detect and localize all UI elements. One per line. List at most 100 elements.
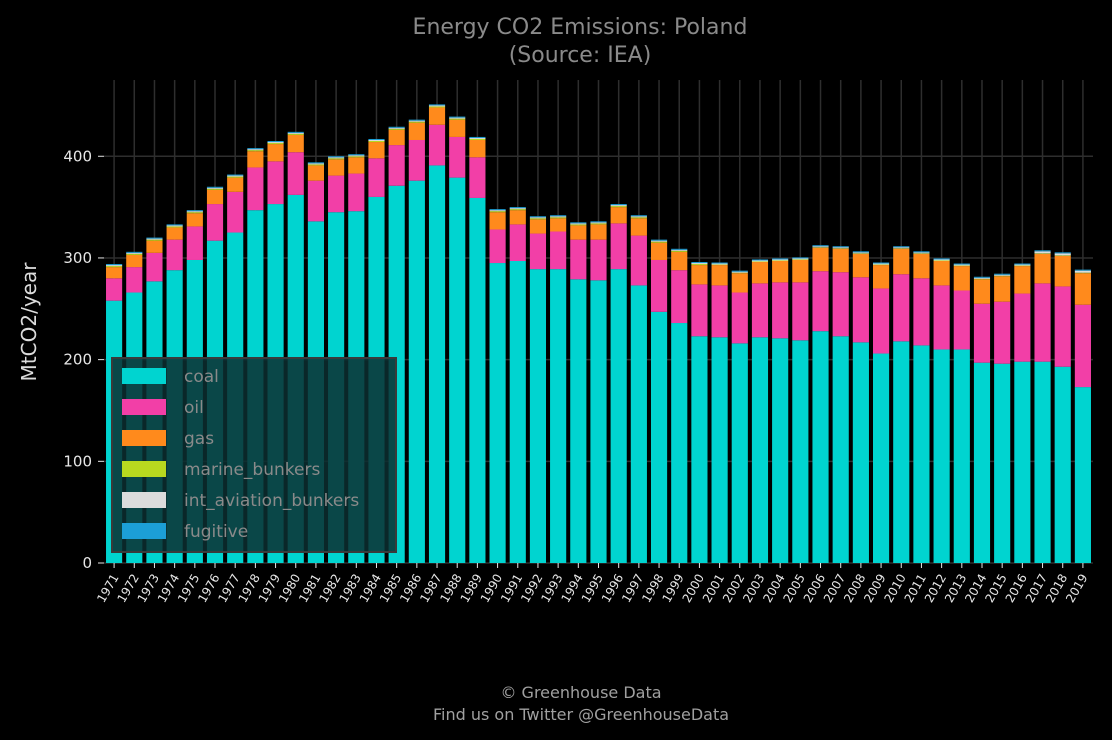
bar-coal-2008 (852, 342, 869, 563)
bar-fugitive-1988 (449, 116, 466, 118)
bar-gas-1984 (368, 142, 385, 159)
bar-coal-1994 (570, 279, 587, 563)
bar-oil-1973 (146, 252, 163, 282)
bar-gas-1975 (186, 213, 203, 227)
bar-int_aviation_bunkers-2006 (812, 246, 829, 248)
legend-swatch-int_aviation_bunkers (122, 492, 166, 508)
bar-fugitive-1989 (469, 136, 486, 138)
bar-int_aviation_bunkers-1982 (328, 157, 345, 159)
bar-coal-2012 (933, 349, 950, 563)
bar-marine_bunkers-1995 (590, 223, 607, 225)
bar-gas-2012 (933, 260, 950, 286)
bar-int_aviation_bunkers-1999 (671, 249, 688, 251)
bar-fugitive-2018 (1054, 252, 1071, 254)
bar-fugitive-1986 (408, 119, 425, 121)
bar-coal-2006 (812, 331, 829, 563)
legend-label-fugitive: fugitive (184, 522, 248, 542)
bar-marine_bunkers-1975 (186, 212, 203, 214)
bar-oil-1992 (529, 233, 547, 270)
bar-fugitive-1994 (570, 222, 587, 224)
bar-oil-1995 (590, 239, 607, 281)
bar-fugitive-1998 (650, 239, 668, 241)
bar-marine_bunkers-2019 (1074, 272, 1091, 274)
bar-gas-1977 (227, 177, 244, 192)
bar-oil-1989 (469, 157, 486, 198)
bar-fugitive-1990 (489, 209, 506, 211)
bar-coal-1989 (469, 197, 486, 564)
bar-gas-2013 (953, 266, 970, 291)
bar-int_aviation_bunkers-1978 (247, 149, 264, 151)
bar-int_aviation_bunkers-1997 (630, 216, 647, 218)
bar-marine_bunkers-1986 (408, 121, 425, 123)
bar-int_aviation_bunkers-2005 (792, 258, 809, 260)
bar-oil-1981 (307, 180, 325, 222)
bar-oil-2000 (691, 284, 708, 337)
bar-oil-2016 (1014, 293, 1031, 362)
bar-int_aviation_bunkers-1986 (408, 120, 425, 122)
bar-fugitive-1973 (146, 237, 163, 239)
bar-marine_bunkers-2012 (933, 260, 950, 261)
bar-fugitive-1992 (529, 216, 547, 218)
bar-int_aviation_bunkers-2014 (973, 277, 991, 279)
bar-oil-2001 (711, 285, 728, 338)
bar-oil-1994 (570, 239, 587, 280)
bar-gas-2014 (973, 279, 991, 304)
bar-int_aviation_bunkers-2013 (953, 264, 970, 266)
bar-coal-1990 (489, 263, 506, 563)
bar-gas-1999 (671, 251, 688, 271)
bar-fugitive-2017 (1034, 250, 1051, 252)
bar-coal-2003 (751, 337, 769, 563)
bar-fugitive-1995 (590, 221, 607, 223)
bar-int_aviation_bunkers-2003 (751, 260, 769, 262)
bar-coal-2014 (973, 362, 991, 563)
bar-gas-2017 (1034, 253, 1051, 284)
bar-gas-2011 (913, 253, 930, 279)
bar-oil-1977 (227, 191, 244, 233)
bar-coal-1992 (529, 269, 547, 563)
y-tick-label: 100 (63, 452, 92, 470)
y-tick-label: 0 (82, 554, 92, 572)
bar-int_aviation_bunkers-1975 (186, 211, 203, 213)
bar-int_aviation_bunkers-2015 (994, 274, 1011, 276)
bar-oil-1998 (650, 259, 668, 312)
legend-swatch-gas (122, 430, 166, 446)
bar-marine_bunkers-1978 (247, 150, 264, 152)
bar-int_aviation_bunkers-2004 (772, 259, 789, 261)
bar-marine_bunkers-2013 (953, 265, 970, 267)
legend-swatch-coal (122, 368, 166, 384)
bar-gas-1980 (287, 134, 304, 153)
bar-gas-2008 (852, 253, 869, 278)
bar-marine_bunkers-2010 (893, 248, 910, 249)
bar-marine_bunkers-1993 (550, 217, 567, 219)
bar-oil-2007 (832, 272, 849, 337)
bar-int_aviation_bunkers-2011 (913, 252, 930, 254)
bar-marine_bunkers-1974 (166, 226, 183, 228)
bar-fugitive-1974 (166, 224, 183, 226)
bar-coal-2016 (1014, 361, 1031, 563)
bar-gas-2005 (792, 259, 809, 283)
bar-oil-1993 (550, 231, 567, 270)
bar-fugitive-2019 (1074, 269, 1091, 271)
bar-coal-2001 (711, 337, 728, 563)
bar-coal-2017 (1034, 361, 1051, 563)
bar-int_aviation_bunkers-2007 (832, 247, 849, 249)
bar-marine_bunkers-1979 (267, 143, 284, 145)
bar-oil-1999 (671, 270, 688, 324)
bar-marine_bunkers-1981 (307, 164, 325, 166)
bar-oil-2012 (933, 285, 950, 350)
bar-fugitive-2002 (731, 270, 748, 272)
bar-gas-1972 (126, 254, 143, 268)
bar-oil-2013 (953, 290, 970, 350)
bar-gas-2007 (832, 248, 849, 273)
bar-oil-1986 (408, 139, 425, 181)
bar-fugitive-2010 (893, 246, 910, 248)
y-tick-label: 200 (63, 351, 92, 369)
bar-gas-1997 (630, 218, 647, 236)
bar-marine_bunkers-2005 (792, 259, 809, 260)
bar-int_aviation_bunkers-1993 (550, 216, 567, 218)
bar-oil-1983 (348, 173, 365, 212)
bar-gas-1982 (328, 159, 345, 176)
bar-marine_bunkers-1988 (449, 118, 466, 120)
bar-marine_bunkers-1980 (287, 133, 304, 135)
